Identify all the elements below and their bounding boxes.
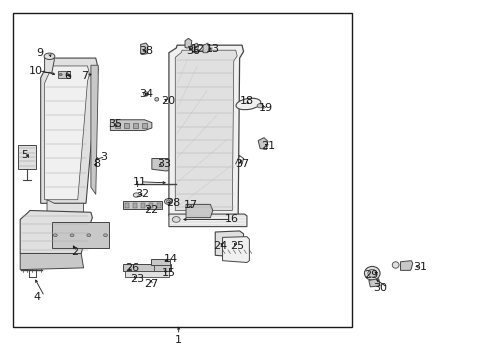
Text: 22: 22 <box>144 206 159 216</box>
Polygon shape <box>184 39 191 48</box>
Text: 37: 37 <box>234 159 248 169</box>
Bar <box>125 203 129 208</box>
Bar <box>18 145 36 169</box>
Bar <box>133 203 137 208</box>
Text: 21: 21 <box>261 141 275 151</box>
Bar <box>148 203 152 208</box>
Polygon shape <box>44 66 89 200</box>
Text: 1: 1 <box>175 334 182 345</box>
Bar <box>13 13 351 327</box>
Polygon shape <box>400 261 412 270</box>
Text: 30: 30 <box>372 283 386 293</box>
Polygon shape <box>44 54 54 72</box>
Polygon shape <box>215 231 243 257</box>
Polygon shape <box>203 43 208 53</box>
Polygon shape <box>258 138 267 149</box>
Text: 3: 3 <box>101 152 107 162</box>
Text: 4: 4 <box>34 292 41 302</box>
Polygon shape <box>368 279 379 287</box>
Text: 15: 15 <box>161 268 175 278</box>
Text: 12: 12 <box>190 44 204 54</box>
Text: 11: 11 <box>132 177 146 187</box>
Text: 6: 6 <box>64 71 71 81</box>
Circle shape <box>164 199 172 204</box>
Text: 34: 34 <box>140 89 153 99</box>
Text: 28: 28 <box>166 198 181 208</box>
Polygon shape <box>20 253 83 270</box>
Polygon shape <box>20 211 92 253</box>
Ellipse shape <box>364 266 379 280</box>
Bar <box>52 222 109 248</box>
Text: 31: 31 <box>412 262 426 272</box>
Bar <box>142 123 147 129</box>
Polygon shape <box>91 65 98 194</box>
Text: 18: 18 <box>239 96 253 106</box>
Text: 24: 24 <box>212 241 226 251</box>
Text: 9: 9 <box>36 48 43 58</box>
Circle shape <box>70 234 74 237</box>
Text: 2: 2 <box>71 247 79 257</box>
Ellipse shape <box>143 92 148 96</box>
Text: 5: 5 <box>21 150 28 160</box>
Polygon shape <box>222 237 249 262</box>
Circle shape <box>103 234 107 237</box>
Polygon shape <box>168 45 243 216</box>
Bar <box>122 201 161 209</box>
Ellipse shape <box>44 53 55 59</box>
Text: 16: 16 <box>224 215 239 224</box>
Ellipse shape <box>236 98 260 110</box>
Circle shape <box>53 234 57 237</box>
Polygon shape <box>185 204 212 218</box>
Text: 23: 23 <box>130 274 144 284</box>
Text: 32: 32 <box>135 189 149 199</box>
Text: 26: 26 <box>125 263 139 273</box>
Text: 8: 8 <box>93 159 100 169</box>
Bar <box>157 203 160 208</box>
Polygon shape <box>47 200 83 212</box>
Polygon shape <box>175 50 237 211</box>
Bar <box>124 123 129 129</box>
Bar <box>154 265 169 271</box>
Text: 14: 14 <box>163 254 178 264</box>
Circle shape <box>87 234 91 237</box>
Text: 17: 17 <box>183 200 197 210</box>
Polygon shape <box>41 58 98 203</box>
Circle shape <box>257 104 263 108</box>
Circle shape <box>59 73 62 76</box>
Circle shape <box>133 193 139 197</box>
Text: 10: 10 <box>29 66 43 76</box>
Text: 27: 27 <box>144 279 159 289</box>
Ellipse shape <box>155 98 158 101</box>
Bar <box>151 259 170 265</box>
Polygon shape <box>141 43 148 54</box>
Circle shape <box>66 73 69 76</box>
Text: 36: 36 <box>185 46 200 56</box>
Bar <box>141 203 144 208</box>
Text: 33: 33 <box>157 159 170 169</box>
Text: 20: 20 <box>161 96 175 106</box>
Text: 13: 13 <box>205 44 219 54</box>
Text: 25: 25 <box>229 241 244 251</box>
Text: 7: 7 <box>81 71 88 81</box>
Text: 38: 38 <box>140 46 153 56</box>
Bar <box>125 271 168 277</box>
Bar <box>133 123 138 129</box>
Polygon shape <box>192 43 198 53</box>
Text: 19: 19 <box>259 103 273 113</box>
Text: 29: 29 <box>364 270 378 280</box>
Ellipse shape <box>391 262 398 268</box>
Polygon shape <box>168 214 246 226</box>
Circle shape <box>172 217 180 222</box>
Text: 35: 35 <box>108 120 122 129</box>
Circle shape <box>166 200 170 203</box>
Bar <box>115 123 120 129</box>
Polygon shape <box>152 158 171 171</box>
Bar <box>58 71 70 78</box>
Bar <box>122 264 171 271</box>
Polygon shape <box>110 120 152 131</box>
Ellipse shape <box>367 269 376 277</box>
